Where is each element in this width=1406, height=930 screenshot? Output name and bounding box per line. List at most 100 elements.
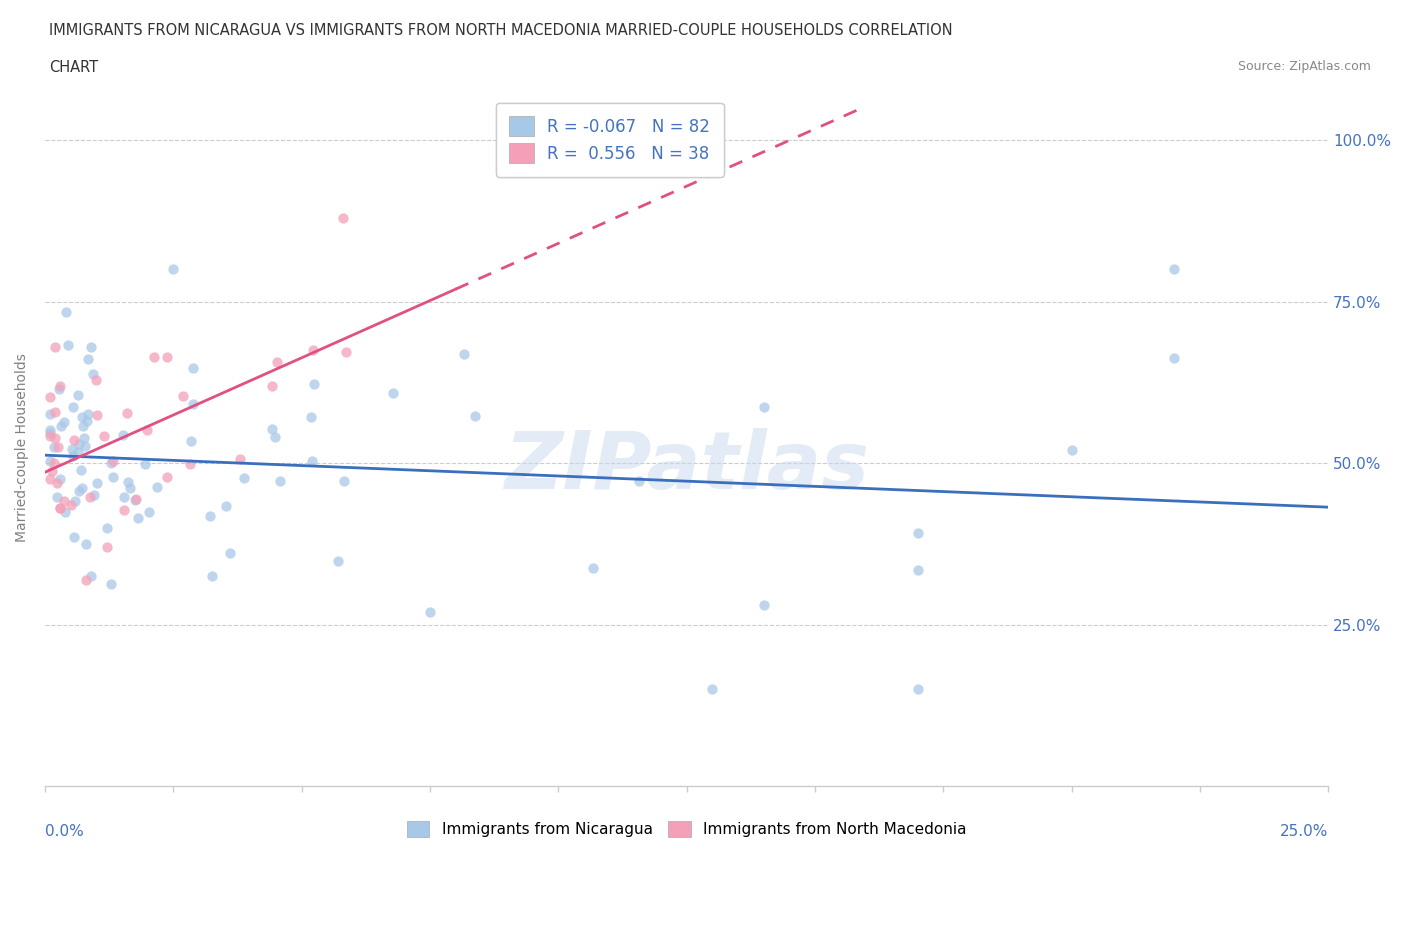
- Point: [156, 350, 179, 365]
- Point: [62, 400, 84, 415]
- Point: [76, 352, 98, 366]
- Point: [229, 451, 252, 466]
- Point: [60, 442, 83, 457]
- Point: [464, 408, 486, 423]
- Point: [201, 568, 224, 583]
- Point: [302, 377, 325, 392]
- Point: [53, 504, 76, 519]
- Point: [260, 422, 283, 437]
- Point: [752, 598, 775, 613]
- Point: [53, 415, 76, 430]
- Point: [332, 210, 354, 225]
- Point: [179, 457, 201, 472]
- Text: Source: ZipAtlas.com: Source: ZipAtlas.com: [1237, 60, 1371, 73]
- Point: [112, 489, 135, 504]
- Point: [86, 407, 108, 422]
- Point: [702, 682, 724, 697]
- Point: [138, 505, 160, 520]
- Point: [127, 511, 149, 525]
- Point: [86, 475, 108, 490]
- Y-axis label: Married-couple Households: Married-couple Households: [15, 352, 30, 541]
- Point: [75, 537, 97, 551]
- Point: [44, 431, 66, 445]
- Point: [146, 479, 169, 494]
- Point: [39, 453, 62, 468]
- Point: [335, 345, 357, 360]
- Point: [72, 418, 94, 433]
- Point: [453, 347, 475, 362]
- Point: [143, 350, 166, 365]
- Point: [100, 456, 122, 471]
- Point: [233, 471, 256, 485]
- Point: [101, 470, 124, 485]
- Point: [66, 388, 89, 403]
- Point: [39, 406, 62, 421]
- Point: [39, 426, 62, 441]
- Point: [76, 406, 98, 421]
- Point: [79, 490, 101, 505]
- Point: [266, 355, 288, 370]
- Point: [627, 473, 650, 488]
- Point: [1163, 262, 1185, 277]
- Point: [181, 360, 204, 375]
- Point: [302, 342, 325, 357]
- Point: [125, 492, 148, 507]
- Point: [66, 445, 89, 459]
- Point: [299, 409, 322, 424]
- Point: [117, 474, 139, 489]
- Point: [79, 568, 101, 583]
- Point: [63, 494, 86, 509]
- Point: [42, 440, 65, 455]
- Point: [134, 457, 156, 472]
- Legend: R = -0.067   N = 82, R =  0.556   N = 38: R = -0.067 N = 82, R = 0.556 N = 38: [496, 103, 724, 177]
- Point: [328, 554, 350, 569]
- Point: [117, 405, 139, 420]
- Point: [419, 604, 441, 619]
- Point: [41, 464, 63, 479]
- Point: [39, 390, 62, 405]
- Point: [39, 472, 62, 486]
- Text: 0.0%: 0.0%: [45, 824, 84, 839]
- Point: [218, 546, 240, 561]
- Point: [48, 381, 70, 396]
- Point: [100, 577, 122, 591]
- Point: [172, 388, 194, 403]
- Point: [49, 418, 72, 433]
- Point: [162, 262, 184, 277]
- Point: [120, 481, 142, 496]
- Point: [101, 454, 124, 469]
- Point: [180, 434, 202, 449]
- Point: [73, 431, 96, 445]
- Point: [181, 396, 204, 411]
- Point: [269, 473, 291, 488]
- Point: [1060, 442, 1083, 457]
- Point: [198, 509, 221, 524]
- Point: [56, 338, 79, 352]
- Point: [46, 489, 69, 504]
- Point: [79, 339, 101, 354]
- Point: [70, 481, 93, 496]
- Point: [82, 366, 104, 381]
- Text: 25.0%: 25.0%: [1279, 824, 1329, 839]
- Point: [381, 386, 404, 401]
- Point: [301, 454, 323, 469]
- Text: CHART: CHART: [49, 60, 98, 75]
- Point: [49, 500, 72, 515]
- Point: [136, 422, 159, 437]
- Point: [75, 572, 97, 587]
- Point: [96, 520, 118, 535]
- Text: ZIPatlas: ZIPatlas: [505, 429, 869, 507]
- Point: [752, 400, 775, 415]
- Point: [67, 437, 90, 452]
- Point: [44, 339, 66, 354]
- Point: [49, 472, 72, 486]
- Point: [62, 529, 84, 544]
- Point: [73, 439, 96, 454]
- Point: [39, 423, 62, 438]
- Point: [70, 409, 93, 424]
- Point: [332, 473, 354, 488]
- Point: [67, 484, 90, 498]
- Point: [112, 502, 135, 517]
- Point: [63, 432, 86, 447]
- Point: [215, 498, 238, 513]
